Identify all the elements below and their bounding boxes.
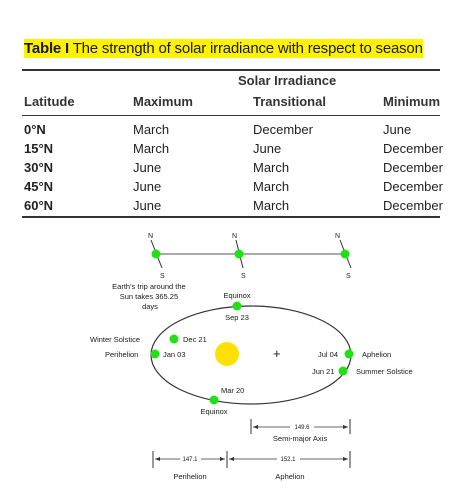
table-top-rule [22,69,440,71]
aphelion-orbit-label: Aphelion [362,350,391,359]
empty-focus-marker: + [273,346,281,361]
winter-solstice-label: Winter Solstice [90,335,140,344]
table-cell: December [383,160,443,175]
aphelion-distance: 152.1 [280,457,296,463]
col-header-maximum: Maximum [133,94,193,109]
table-cell: March [253,198,290,213]
table-cell: June [253,141,282,156]
caption-label: Table I [24,40,69,57]
table-bottom-rule [22,216,440,218]
table-cell: March [133,122,170,137]
perihelion-distance: 147.1 [182,457,198,463]
table-cell: December [253,122,313,137]
south-label: S [241,273,246,280]
table-cell: 30°N [24,160,54,175]
arrowhead [155,457,160,461]
earth-jun21 [338,366,348,376]
perihelion-distance-label: Perihelion [173,472,206,481]
earth-axis-1: N S [148,233,165,280]
table-cell: March [253,179,290,194]
table-cell: March [133,141,170,156]
table-cell: 0°N [24,122,46,137]
table-cell: December [383,141,443,156]
sun [215,342,239,366]
summer-solstice-label: Summer Solstice [356,367,413,376]
trip-note: Earth's trip around the Sun takes 365.25… [112,282,188,311]
table-cell: December [383,198,443,213]
perihelion-orbit-label: Perihelion [105,350,138,359]
table-cell: June [133,179,162,194]
date-mar20: Mar 20 [221,386,244,395]
equinox-top-label: Equinox [223,291,250,300]
semi-major-label: Semi-major Axis [273,434,327,443]
date-sep23: Sep 23 [225,313,249,322]
arrowhead [343,457,348,461]
semi-major-value: 149.6 [294,425,310,431]
group-header: Solar Irradiance [238,73,337,88]
table-cell: December [383,179,443,194]
col-header-minimum: Minimum [383,94,441,109]
table-cell: 15°N [24,141,54,156]
date-dec21: Dec 21 [183,335,207,344]
north-label: N [335,233,340,240]
table-caption: Table I The strength of solar irradiance… [24,39,423,58]
arrowhead [343,425,348,429]
table-cell: March [253,160,290,175]
caption-text: The strength of solar irradiance with re… [72,40,423,57]
earth-mar20 [209,395,219,405]
col-header-latitude: Latitude [24,94,75,109]
south-label: S [160,273,165,280]
earth-axis-2: N S [232,233,246,280]
earth-jul04 [344,349,354,359]
table-cell: June [383,122,412,137]
table-cell: 45°N [24,179,54,194]
aphelion-distance-label: Aphelion [275,472,304,481]
north-label: N [148,233,153,240]
table-cell: June [133,160,162,175]
south-label: S [346,273,351,280]
earth-sep23 [232,301,242,311]
equinox-bottom-label: Equinox [200,407,227,416]
table-cell: 60°N [24,198,54,213]
date-jan03: Jan 03 [163,350,186,359]
earth-dec21 [169,334,179,344]
date-jun21: Jun 21 [312,367,335,376]
earth-jan03 [150,349,160,359]
col-header-transitional: Transitional [253,94,326,109]
arrowhead [229,457,234,461]
date-jul04: Jul 04 [318,350,338,359]
arrowhead [253,425,258,429]
north-label: N [232,233,237,240]
earth-axis-3: N S [335,233,352,280]
arrowhead [220,457,225,461]
table-header-rule [22,115,440,116]
table-cell: June [133,198,162,213]
